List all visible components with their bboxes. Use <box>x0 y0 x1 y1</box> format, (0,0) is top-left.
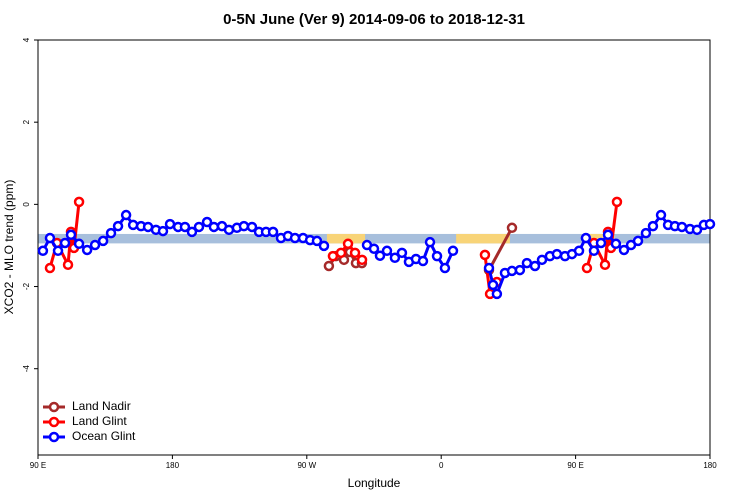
data-point <box>396 247 408 259</box>
data-point <box>62 259 74 271</box>
x-axis-label: Longitude <box>348 476 401 490</box>
data-point <box>602 229 614 241</box>
y-axis-label: XCO2 - MLO trend (ppm) <box>2 180 16 315</box>
x-tick-label: 90 E <box>30 461 46 470</box>
legend-label: Land Nadir <box>72 399 131 413</box>
data-point <box>704 218 716 230</box>
data-point <box>81 244 93 256</box>
data-point <box>105 227 117 239</box>
data-point <box>647 220 659 232</box>
data-point <box>37 245 49 257</box>
data-point <box>521 257 533 269</box>
x-tick-label: 180 <box>166 461 180 470</box>
data-point <box>447 245 459 257</box>
data-point <box>349 247 361 259</box>
y-tick-label: 2 <box>22 119 31 124</box>
data-point <box>327 250 339 262</box>
data-point <box>514 264 526 276</box>
data-point <box>193 221 205 233</box>
data-point <box>632 235 644 247</box>
data-point <box>59 237 71 249</box>
data-point <box>65 229 77 241</box>
legend-label: Ocean Glint <box>72 429 136 443</box>
data-point <box>506 222 518 234</box>
data-point <box>157 225 169 237</box>
data-point <box>201 216 213 228</box>
data-point <box>356 254 368 266</box>
data-point <box>611 196 623 208</box>
data-point <box>483 262 495 274</box>
data-point <box>44 232 56 244</box>
data-point <box>640 227 652 239</box>
data-point <box>44 262 56 274</box>
data-point <box>164 218 176 230</box>
data-point <box>311 235 323 247</box>
data-point <box>374 250 386 261</box>
y-tick-label: 4 <box>22 37 31 42</box>
data-point <box>655 209 667 221</box>
data-point <box>581 262 593 274</box>
data-point <box>335 247 347 259</box>
data-point <box>551 248 563 260</box>
data-point <box>112 220 124 232</box>
data-point <box>52 245 64 257</box>
data-point <box>342 238 354 250</box>
data-point <box>179 221 191 233</box>
data-point <box>439 262 451 274</box>
y-tick-label: 0 <box>22 202 31 207</box>
land-range <box>456 233 510 244</box>
legend-label: Land Glint <box>72 414 127 428</box>
data-point <box>479 249 491 261</box>
data-point <box>120 209 132 221</box>
chart-title: 0-5N June (Ver 9) 2014-09-06 to 2018-12-… <box>223 11 525 28</box>
land-range <box>326 233 366 244</box>
data-point <box>208 221 220 233</box>
data-point <box>676 221 688 233</box>
plot-frame <box>37 39 711 456</box>
data-point <box>487 279 499 291</box>
data-point <box>491 288 503 300</box>
data-point <box>318 240 330 252</box>
data-point <box>267 226 279 238</box>
data-point <box>599 259 611 271</box>
data-point <box>610 238 622 250</box>
x-tick-label: 0 <box>439 461 444 470</box>
data-point <box>536 254 548 266</box>
data-point <box>238 220 250 232</box>
x-tick-label: 180 <box>703 461 717 470</box>
data-point <box>368 243 380 254</box>
data-point <box>424 236 436 248</box>
data-point <box>529 260 541 272</box>
y-tick-label: -2 <box>22 282 31 290</box>
data-point <box>417 255 429 267</box>
x-tick-label: 90 W <box>297 461 316 470</box>
data-point <box>431 250 443 262</box>
data-point <box>573 245 585 257</box>
data-point <box>127 219 139 231</box>
data-point <box>580 232 592 244</box>
data-point <box>97 235 109 247</box>
series-line <box>487 227 514 271</box>
data-point <box>186 226 198 238</box>
data-point <box>323 260 335 272</box>
data-point <box>73 238 85 250</box>
data-point <box>246 221 258 233</box>
x-tick-label: 90 E <box>567 461 583 470</box>
data-point <box>588 245 600 257</box>
legend-marker <box>48 431 60 443</box>
data-point <box>381 245 393 257</box>
data-point <box>691 224 703 236</box>
data-point <box>289 232 301 244</box>
legend-marker <box>48 416 60 428</box>
data-point <box>89 239 101 251</box>
data-point <box>595 237 607 249</box>
data-point <box>618 244 630 256</box>
data-point <box>389 252 401 264</box>
legend-marker <box>48 401 60 413</box>
data-point <box>73 196 85 208</box>
y-tick-label: -4 <box>22 365 31 373</box>
reference-band <box>38 233 710 244</box>
